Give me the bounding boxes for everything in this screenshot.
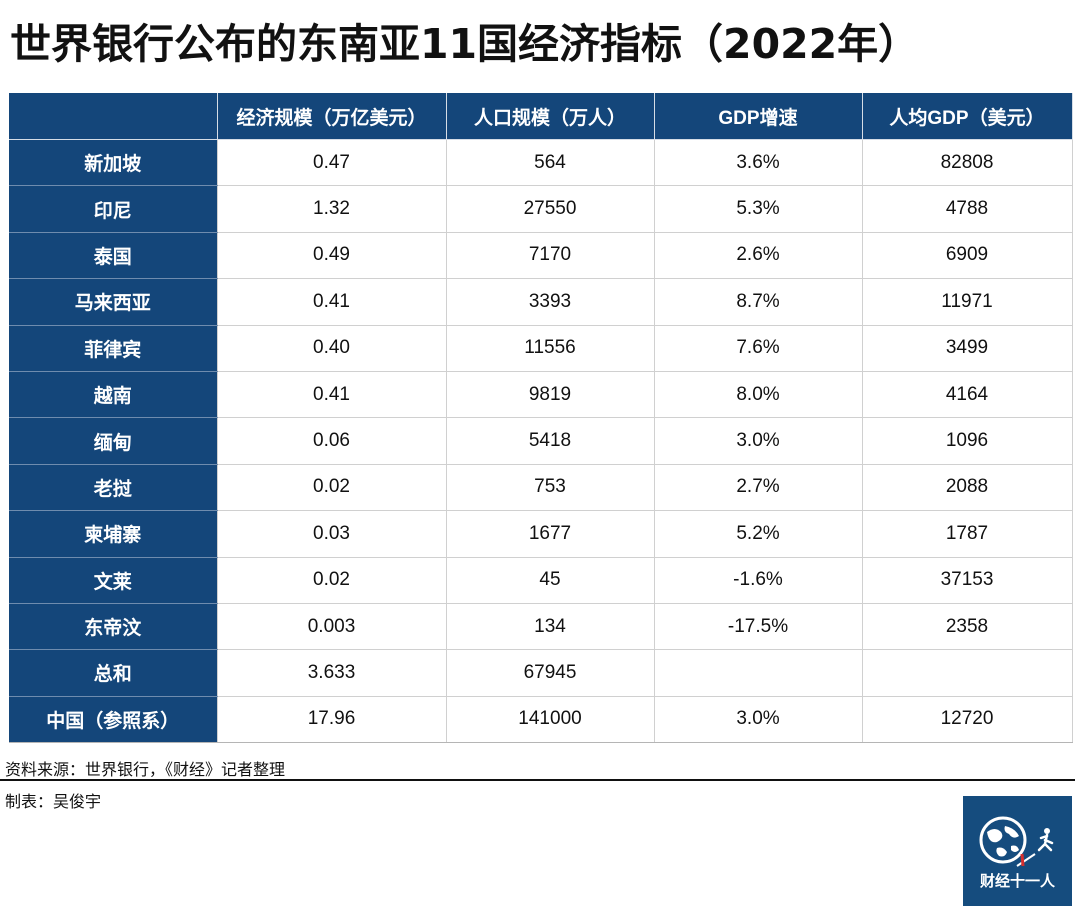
- cell-economy-size: 0.41: [216, 278, 447, 326]
- cell-economy-size: 1.32: [216, 185, 447, 233]
- header-economy-size: 经济规模（万亿美元）: [216, 93, 447, 140]
- cell-economy-size: 17.96: [216, 695, 447, 744]
- country-name: 老挝: [9, 464, 217, 512]
- cell-population: 67945: [445, 649, 655, 697]
- cell-population: 9819: [445, 370, 655, 419]
- table-row: 马来西亚 0.41 3393 8.7% 11971: [9, 278, 1073, 326]
- table-row: 新加坡 0.47 564 3.6% 82808: [9, 138, 1073, 187]
- country-name: 缅甸: [9, 417, 217, 465]
- cell-population: 7170: [445, 231, 655, 280]
- cell-gdp-growth: 5.3%: [653, 185, 863, 233]
- country-name: 中国（参照系）: [9, 696, 217, 744]
- table-row: 文莱 0.02 45 -1.6% 37153: [9, 556, 1073, 604]
- source-note: 资料来源：世界银行，《财经》记者整理: [5, 760, 286, 779]
- country-name: 柬埔寨: [9, 510, 217, 558]
- cell-gdp-per-capita: 11971: [861, 278, 1073, 326]
- cell-population: 141000: [445, 695, 655, 744]
- cell-population: 1677: [445, 510, 655, 558]
- cell-population: 27550: [445, 185, 655, 233]
- table-row: 印尼 1.32 27550 5.3% 4788: [9, 185, 1073, 233]
- table-row: 老挝 0.02 753 2.7% 2088: [9, 463, 1073, 512]
- globe-runner-icon: [979, 816, 1054, 867]
- cell-population: 11556: [445, 324, 655, 372]
- header-gdp-growth: GDP增速: [653, 93, 863, 140]
- header-row: 经济规模（万亿美元） 人口规模（万人） GDP增速 人均GDP（美元）: [9, 93, 1073, 140]
- cell-gdp-growth: 5.2%: [653, 510, 863, 558]
- table-row: 缅甸 0.06 5418 3.0% 1096: [9, 417, 1073, 465]
- page-title: 世界银行公布的东南亚11国经济指标（2022年）: [10, 20, 920, 68]
- cell-gdp-per-capita: 82808: [861, 138, 1073, 187]
- header-gdp-per-capita: 人均GDP（美元）: [861, 93, 1073, 140]
- table-row-total: 总和 3.633 67945: [9, 649, 1073, 697]
- cell-gdp-growth: 2.7%: [653, 463, 863, 512]
- cell-economy-size: 0.003: [216, 602, 447, 651]
- header-corner: [9, 93, 218, 140]
- brand-logo: 财经十一人: [963, 796, 1072, 906]
- table-row-reference: 中国（参照系） 17.96 141000 3.0% 12720: [9, 695, 1073, 744]
- cell-gdp-growth: -17.5%: [653, 602, 863, 651]
- table-row: 柬埔寨 0.03 1677 5.2% 1787: [9, 510, 1073, 558]
- table-row: 东帝汶 0.003 134 -17.5% 2358: [9, 602, 1073, 651]
- cell-economy-size: 0.41: [216, 370, 447, 419]
- header-population: 人口规模（万人）: [445, 93, 655, 140]
- cell-gdp-per-capita: 2358: [861, 602, 1073, 651]
- country-name: 东帝汶: [9, 603, 217, 651]
- cell-gdp-per-capita: 4164: [861, 370, 1073, 419]
- cell-gdp-growth: 3.6%: [653, 138, 863, 187]
- cell-economy-size: 3.633: [216, 649, 447, 697]
- cell-gdp-growth: 3.0%: [653, 695, 863, 744]
- cell-gdp-per-capita: 2088: [861, 463, 1073, 512]
- cell-population: 134: [445, 602, 655, 651]
- cell-gdp-growth: 8.0%: [653, 370, 863, 419]
- cell-gdp-per-capita: 12720: [861, 695, 1073, 744]
- cell-gdp-per-capita: 6909: [861, 231, 1073, 280]
- cell-gdp-per-capita: 1787: [861, 510, 1073, 558]
- cell-economy-size: 0.47: [216, 138, 447, 187]
- cell-gdp-per-capita: 4788: [861, 185, 1073, 233]
- cell-gdp-per-capita: 37153: [861, 556, 1073, 604]
- cell-gdp-growth: 7.6%: [653, 324, 863, 372]
- country-name: 新加坡: [9, 139, 217, 187]
- cell-gdp-growth: -1.6%: [653, 556, 863, 604]
- brand-logo-text: 财经十一人: [979, 872, 1055, 890]
- table-row: 泰国 0.49 7170 2.6% 6909: [9, 231, 1073, 280]
- country-name: 泰国: [9, 232, 217, 280]
- cell-population: 3393: [445, 278, 655, 326]
- cell-population: 45: [445, 556, 655, 604]
- cell-economy-size: 0.40: [216, 324, 447, 372]
- table-maker-note: 制表：吴俊宇: [5, 792, 102, 811]
- cell-gdp-growth: 8.7%: [653, 278, 863, 326]
- cell-economy-size: 0.49: [216, 231, 447, 280]
- cell-gdp-growth: 3.0%: [653, 417, 863, 465]
- cell-population: 5418: [445, 417, 655, 465]
- table-row: 菲律宾 0.40 11556 7.6% 3499: [9, 324, 1073, 372]
- table-row: 越南 0.41 9819 8.0% 4164: [9, 370, 1073, 419]
- cell-economy-size: 0.03: [216, 510, 447, 558]
- cell-economy-size: 0.02: [216, 463, 447, 512]
- cell-economy-size: 0.06: [216, 417, 447, 465]
- cell-gdp-per-capita: [861, 649, 1073, 697]
- cell-population: 564: [445, 138, 655, 187]
- country-name: 文莱: [9, 557, 217, 604]
- cell-gdp-per-capita: 1096: [861, 417, 1073, 465]
- country-name: 马来西亚: [9, 278, 217, 326]
- cell-economy-size: 0.02: [216, 556, 447, 604]
- country-name: 印尼: [9, 185, 217, 233]
- cell-gdp-growth: 2.6%: [653, 231, 863, 280]
- cell-population: 753: [445, 463, 655, 512]
- cell-gdp-per-capita: 3499: [861, 324, 1073, 372]
- cell-gdp-growth: [653, 649, 863, 697]
- country-name: 越南: [9, 371, 217, 419]
- indicator-table: 经济规模（万亿美元） 人口规模（万人） GDP增速 人均GDP（美元） 新加坡 …: [9, 93, 1073, 744]
- country-name: 总和: [9, 649, 217, 697]
- divider: [0, 779, 1075, 781]
- country-name: 菲律宾: [9, 325, 217, 372]
